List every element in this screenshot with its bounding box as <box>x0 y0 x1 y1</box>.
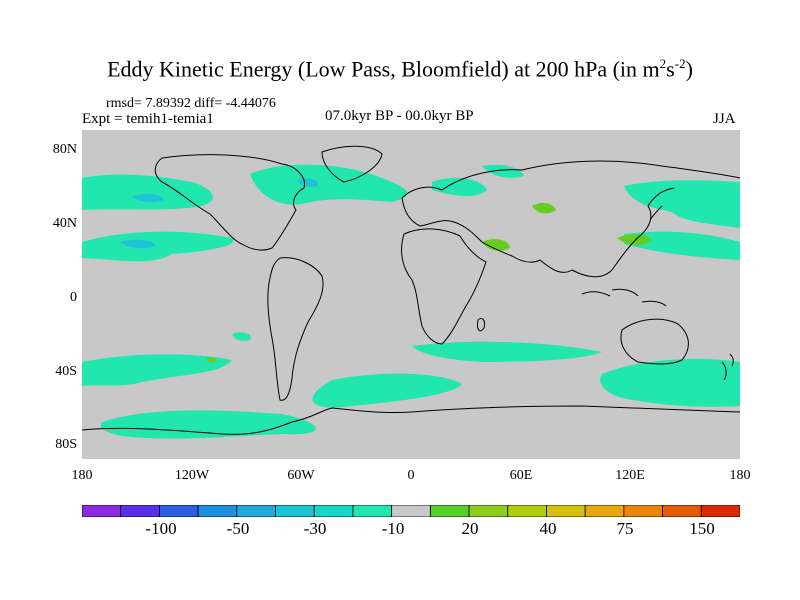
map-background <box>82 130 740 459</box>
lat-label: 80N <box>52 142 77 157</box>
lon-label: 120E <box>615 468 645 483</box>
colorbar-swatch <box>468 505 509 517</box>
negative-anomaly-regions <box>82 164 740 439</box>
anomaly-region <box>120 239 156 249</box>
coastlines <box>82 145 740 435</box>
colorbar-label: -50 <box>226 519 250 538</box>
colorbar-swatch <box>584 505 625 517</box>
plot-title: Eddy Kinetic Energy (Low Pass, Bloomfiel… <box>107 56 693 82</box>
anomaly-region <box>432 177 487 197</box>
coastline-antarctica <box>82 405 740 435</box>
colorbar-swatch <box>507 505 547 517</box>
coastline-europe-asia <box>401 160 740 278</box>
colorbar-swatch <box>82 505 122 517</box>
lat-label: 40N <box>52 216 77 231</box>
anomaly-region <box>532 203 556 214</box>
coastline-africa <box>401 228 487 345</box>
coastline-greenland <box>321 145 383 183</box>
coastline-japan <box>649 205 663 221</box>
coastline-north-america <box>154 154 306 251</box>
anomaly-region <box>412 341 602 362</box>
period-label: 07.0kyr BP - 00.0kyr BP <box>325 108 474 124</box>
coastline-madagascar <box>477 317 485 332</box>
colorbar-swatch <box>275 505 315 517</box>
colorbar-label: 40 <box>539 519 557 538</box>
lon-label: 0 <box>407 468 415 483</box>
anomaly-region <box>624 180 740 228</box>
positive-anomaly-regions <box>206 203 652 363</box>
lon-label: 60W <box>287 468 315 483</box>
colorbar-swatch <box>391 505 431 517</box>
coastline-new-zealand <box>721 353 734 381</box>
anomaly-region <box>617 234 652 246</box>
strong-negative-regions <box>120 178 319 249</box>
colorbar-swatch <box>662 505 702 517</box>
map-panel <box>82 130 740 459</box>
lon-label: 180 <box>71 468 93 483</box>
colorbar <box>82 505 740 517</box>
stats-text: rmsd= 7.89392 diff= -4.44076 <box>106 96 276 111</box>
anomaly-region <box>132 193 164 203</box>
anomaly-region <box>232 332 251 341</box>
anomaly-region <box>600 358 740 407</box>
anomaly-region <box>482 239 510 251</box>
colorbar-swatch <box>236 505 276 517</box>
colorbar-swatch <box>120 505 160 517</box>
coastline-indonesia <box>581 288 667 307</box>
anomaly-region <box>250 164 408 205</box>
lat-label: 40S <box>55 364 77 379</box>
colorbar-label: -30 <box>303 519 327 538</box>
anomaly-region <box>82 354 232 386</box>
season-label: JJA <box>713 111 736 127</box>
coastline-australia <box>620 318 689 365</box>
anomaly-region <box>624 231 740 260</box>
colorbar-swatch <box>546 505 586 517</box>
lon-label: 180 <box>729 468 751 483</box>
colorbar-label: 75 <box>616 519 634 538</box>
lon-label: 120W <box>174 468 210 483</box>
colorbar-swatch <box>352 505 393 517</box>
colorbar-swatch <box>700 505 740 517</box>
colorbar-label: 20 <box>461 519 479 538</box>
colorbar-swatch <box>197 505 238 517</box>
anomaly-region <box>82 174 213 210</box>
colorbar-label: -100 <box>145 519 177 538</box>
lon-label: 60E <box>509 468 533 483</box>
colorbar-swatch <box>623 505 663 517</box>
colorbar-swatch <box>313 505 354 517</box>
colorbar-swatch <box>159 505 199 517</box>
experiment-label: Expt = temih1-temia1 <box>82 111 214 127</box>
lat-label: 0 <box>70 290 77 305</box>
coastline-south-america <box>267 257 324 401</box>
colorbar-label: -10 <box>381 519 405 538</box>
anomaly-region <box>482 164 524 178</box>
anomaly-region <box>297 178 319 187</box>
anomaly-region <box>206 357 217 363</box>
anomaly-region <box>82 231 234 262</box>
colorbar-label: 150 <box>689 519 715 538</box>
colorbar-swatch <box>429 505 470 517</box>
lat-label: 80S <box>55 437 77 452</box>
anomaly-region <box>312 373 462 408</box>
